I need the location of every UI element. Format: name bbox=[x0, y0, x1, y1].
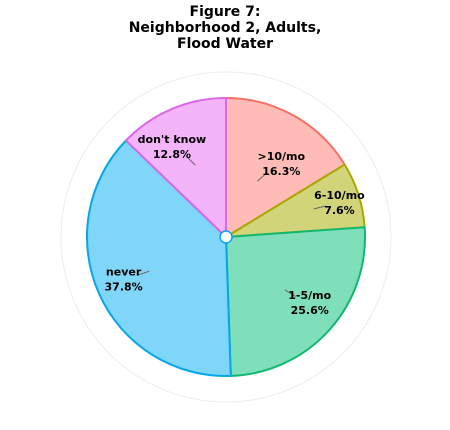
pie-slices bbox=[86, 97, 366, 377]
chart-title-line-3: Flood Water bbox=[177, 36, 273, 52]
pie-slice-5 bbox=[124, 97, 227, 238]
slice-value-2: 7.6% bbox=[324, 204, 355, 217]
slice-label-5: don't know bbox=[138, 133, 207, 146]
label-leader-5 bbox=[185, 155, 196, 166]
pie-slice-3 bbox=[225, 226, 366, 377]
center-hole bbox=[219, 230, 233, 244]
chart-title-line-1: Figure 7: bbox=[190, 4, 261, 20]
slice-value-5: 12.8% bbox=[153, 148, 191, 161]
label-leader-2 bbox=[313, 205, 326, 210]
slice-label-4: never bbox=[106, 265, 142, 278]
label-leader-3 bbox=[284, 289, 296, 297]
slice-label-2: 6-10/mo bbox=[314, 189, 365, 202]
slice-value-1: 16.3% bbox=[262, 165, 300, 178]
pie-slice-4 bbox=[86, 139, 232, 377]
chart-title-line-2: Neighborhood 2, Adults, bbox=[129, 20, 322, 36]
slice-labels: >10/mo 16.3% 6-10/mo 7.6% 1-5/mo 25.6% never 37… bbox=[105, 133, 366, 317]
grid-ring-1 bbox=[60, 71, 392, 403]
label-leader-1 bbox=[257, 172, 268, 182]
slice-label-3: 1-5/mo bbox=[288, 289, 331, 302]
slice-value-3: 25.6% bbox=[291, 304, 329, 317]
slice-label-1: >10/mo bbox=[258, 150, 306, 163]
label-leader-4 bbox=[137, 270, 150, 276]
pie-slice-1 bbox=[225, 97, 346, 238]
slice-value-4: 37.8% bbox=[105, 280, 143, 293]
